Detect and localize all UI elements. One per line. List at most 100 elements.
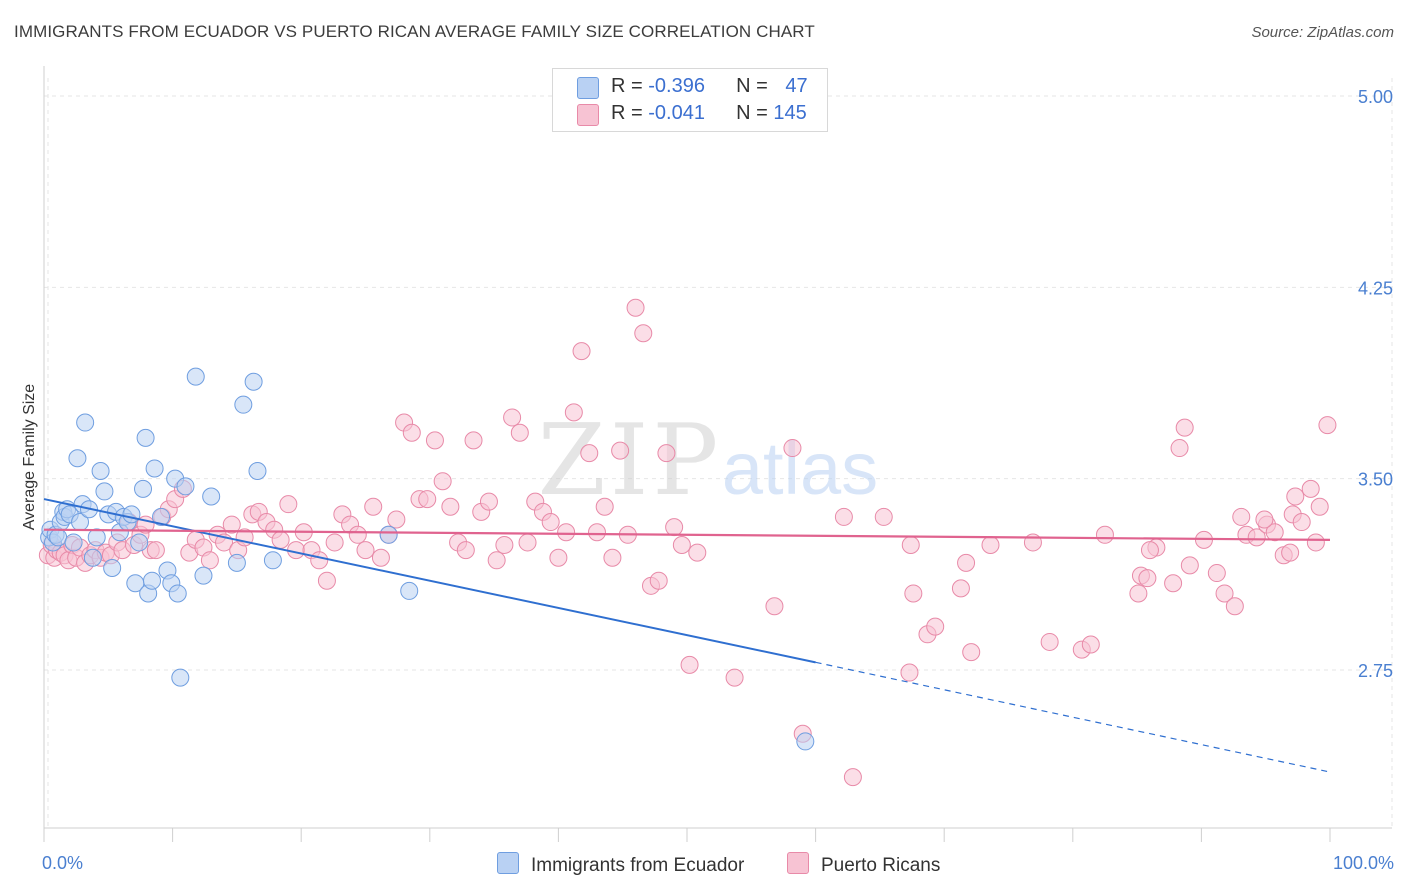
legend-n-label: N =	[736, 102, 774, 124]
puerto-ricans-trend-line	[43, 528, 1331, 541]
puerto-ricans-point	[271, 530, 290, 549]
puerto-ricans-point	[672, 535, 691, 554]
ecuador-point	[49, 528, 68, 547]
puerto-ricans-point	[1286, 487, 1305, 506]
puerto-ricans-point	[487, 551, 506, 570]
bottom-legend-ecuador: Immigrants from Ecuador	[497, 852, 744, 877]
source-label: Source: ZipAtlas.com	[1251, 24, 1394, 41]
bottom-legend-label: Puerto Ricans	[821, 855, 941, 876]
puerto-ricans-point	[1215, 584, 1234, 603]
ecuador-point	[143, 571, 162, 590]
puerto-ricans-point	[901, 535, 920, 554]
ecuador-point	[379, 525, 398, 544]
puerto-ricans-point	[356, 541, 375, 560]
ecuador-point	[87, 528, 106, 547]
grid-lines	[44, 78, 1393, 828]
ecuador-point	[168, 584, 187, 603]
puerto-ricans-point	[1247, 528, 1266, 547]
puerto-ricans-point	[1225, 597, 1244, 616]
puerto-ricans-point	[371, 548, 390, 567]
ecuador-point	[95, 482, 114, 501]
bottom-legend-swatch-pink	[787, 852, 809, 874]
trend-lines	[43, 498, 1331, 773]
legend-r-label: R =	[611, 75, 649, 97]
ecuador-point	[130, 533, 149, 552]
legend-swatch-pink	[577, 104, 599, 126]
puerto-ricans-point	[1095, 525, 1114, 544]
puerto-ricans-point	[402, 423, 421, 442]
puerto-ricans-point	[1129, 584, 1148, 603]
ecuador-point	[227, 553, 246, 572]
puerto-ricans-point	[611, 441, 630, 460]
puerto-ricans-point	[425, 431, 444, 450]
puerto-ricans-point	[834, 507, 853, 526]
ecuador-point	[64, 533, 83, 552]
puerto-ricans-point	[957, 553, 976, 572]
bottom-legend-puerto-ricans: Puerto Ricans	[787, 852, 940, 877]
puerto-ricans-point	[1232, 507, 1251, 526]
puerto-ricans-point	[904, 584, 923, 603]
puerto-ricans-point	[962, 643, 981, 662]
puerto-ricans-point	[510, 423, 529, 442]
puerto-ricans-point	[926, 617, 945, 636]
puerto-ricans-point	[518, 533, 537, 552]
puerto-ricans-point	[649, 571, 668, 590]
legend-n-value: 145	[773, 102, 807, 124]
puerto-ricans-point	[325, 533, 344, 552]
puerto-ricans-point	[456, 541, 475, 560]
ecuador-point	[76, 413, 95, 432]
ecuador-trend-extension	[815, 661, 1331, 773]
puerto-ricans-point	[595, 497, 614, 516]
puerto-ricans-point	[564, 403, 583, 422]
chart-title: IMMIGRANTS FROM ECUADOR VS PUERTO RICAN …	[14, 22, 815, 41]
puerto-ricans-point	[418, 490, 437, 509]
bottom-legend-label: Immigrants from Ecuador	[531, 855, 745, 876]
ecuador-point	[136, 428, 155, 447]
puerto-ricans-point	[626, 298, 645, 317]
puerto-ricans-point	[503, 408, 522, 427]
puerto-ricans-point	[1180, 556, 1199, 575]
puerto-ricans-point	[634, 324, 653, 343]
puerto-ricans-point	[580, 444, 599, 463]
ecuador-point	[263, 551, 282, 570]
y-axis-label: Average Family Size	[21, 384, 38, 531]
puerto-ricans-point	[1138, 569, 1157, 588]
y-tick-label: 2.75	[1358, 661, 1393, 681]
puerto-ricans-point	[680, 655, 699, 674]
ecuador-point	[134, 479, 153, 498]
ecuador-point	[83, 548, 102, 567]
ecuador-point	[145, 459, 164, 478]
puerto-ricans-point	[657, 444, 676, 463]
ecuador-point	[91, 462, 110, 481]
bottom-legend-swatch-blue	[497, 852, 519, 874]
puerto-ricans-point	[1207, 564, 1226, 583]
legend-r-value: -0.041	[648, 102, 705, 124]
puerto-ricans-point	[1081, 635, 1100, 654]
puerto-ricans-point	[765, 597, 784, 616]
legend-n-value: 47	[785, 75, 808, 97]
puerto-ricans-point	[364, 497, 383, 516]
puerto-ricans-point	[287, 541, 306, 560]
puerto-ricans-point	[981, 535, 1000, 554]
ecuador-point	[194, 566, 213, 585]
watermark: ZIP atlas	[538, 404, 879, 518]
y-tick-labels: 2.75 3.50 4.25 5.00	[1358, 87, 1393, 681]
puerto-ricans-point	[1255, 510, 1274, 529]
ecuador-point	[400, 581, 419, 600]
puerto-ricans-point	[310, 551, 329, 570]
correlation-legend: R = -0.396 N = 47 R = -0.041 N = 145	[552, 68, 828, 132]
puerto-ricans-point	[1306, 533, 1325, 552]
ecuador-point	[244, 372, 263, 391]
ecuador-point	[234, 395, 253, 414]
puerto-ricans-point	[1318, 416, 1337, 435]
puerto-ricans-point	[843, 768, 862, 787]
puerto-ricans-point	[279, 495, 298, 514]
puerto-ricans-point	[1265, 523, 1284, 542]
puerto-ricans-point	[665, 518, 684, 537]
puerto-ricans-point	[441, 497, 460, 516]
puerto-ricans-point	[783, 439, 802, 458]
ecuador-point	[176, 477, 195, 496]
puerto-ricans-point	[222, 515, 241, 534]
puerto-ricans-point	[900, 663, 919, 682]
ecuador-point	[122, 505, 141, 524]
